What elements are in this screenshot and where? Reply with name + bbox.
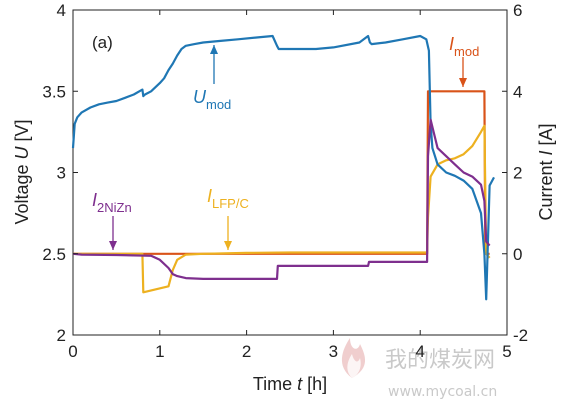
annotation-arrowhead-i-lfp-c [224, 241, 232, 250]
y-right-tick-label: 0 [513, 245, 522, 264]
y-axis-left-label: Voltage U [V] [12, 119, 32, 224]
series-layer [71, 34, 495, 301]
flame-logo-icon [341, 338, 366, 378]
x-tick-label: 3 [329, 342, 338, 361]
y-right-tick-label: -2 [513, 326, 528, 345]
y-right-tick-label: 6 [513, 1, 522, 20]
series-line-u-mod [71, 34, 495, 301]
x-tick-label: 1 [155, 342, 164, 361]
annotation-arrowhead-i-mod [459, 78, 467, 87]
plot-frame [72, 9, 508, 336]
x-tick-label: 2 [242, 342, 251, 361]
watermark: 我的煤炭网 www.mycoal.cn [341, 338, 497, 400]
y-left-tick-label: 3.5 [42, 82, 66, 101]
annotation-arrowhead-u-mod [210, 45, 218, 54]
annotation-u-mod: Umod [193, 87, 231, 112]
annotation-i-lfp-c: ILFP/C [207, 186, 249, 211]
watermark-url: www.mycoal.cn [388, 384, 497, 400]
annotation-i-mod: Imod [449, 34, 479, 59]
x-axis-label: Time t [h] [253, 374, 327, 394]
y-right-tick-label: 2 [513, 164, 522, 183]
y-left-tick-label: 3 [57, 164, 66, 183]
y-axis-right-label: Current I [A] [536, 123, 556, 220]
series-line-i-2nizn [72, 118, 491, 280]
y-left-tick-label: 2.5 [42, 245, 66, 264]
x-tick-label: 5 [502, 342, 511, 361]
x-tick-label: 0 [68, 342, 77, 361]
panel-label: (a) [92, 33, 113, 52]
annotation-i-2nizn: I2NiZn [92, 190, 132, 215]
x-tick-label: 4 [415, 342, 424, 361]
y-left-tick-label: 2 [57, 326, 66, 345]
watermark-site-name: 我的煤炭网 [385, 348, 495, 373]
y-left-tick-label: 4 [57, 1, 66, 20]
y-right-tick-label: 4 [513, 82, 522, 101]
annotation-layer: Umod Imod ILFP/C I2NiZn [92, 34, 479, 250]
annotation-arrowhead-i-2nizn [109, 241, 117, 250]
